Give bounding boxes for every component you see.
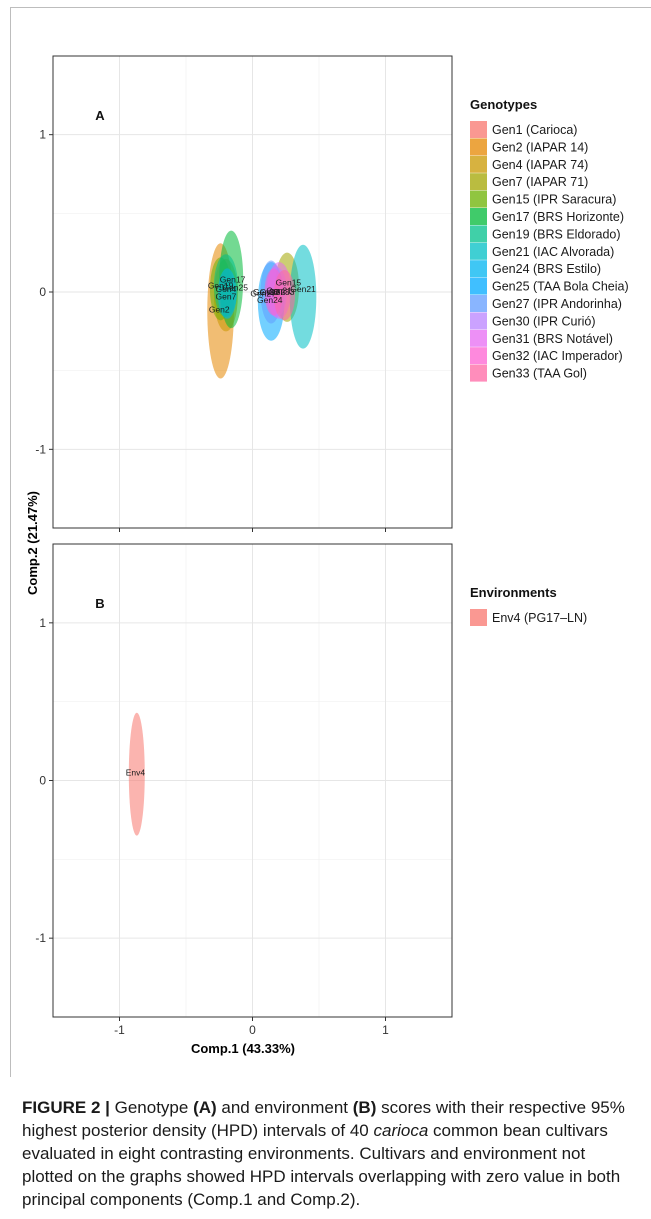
hpd-ellipse xyxy=(128,712,145,836)
legend-label: Gen4 (IAPAR 74) xyxy=(492,158,588,172)
legend-label: Gen24 (BRS Estilo) xyxy=(492,262,601,276)
panel-border xyxy=(52,55,453,529)
legend-title: Genotypes xyxy=(470,97,537,112)
y-tick-label: 1 xyxy=(39,128,46,142)
point-label: Env4 xyxy=(126,768,146,778)
legend-swatch xyxy=(470,347,487,365)
figure-frame-left xyxy=(10,7,11,1077)
y-tick-label: -1 xyxy=(35,931,46,945)
panel-a: -101Gen17Gen19Gen4Gen25Gen7Gen2Gen15Gen2… xyxy=(35,55,629,532)
point-label: Gen27 xyxy=(250,289,276,299)
x-tick-label: 1 xyxy=(382,1023,389,1037)
point-label: Gen21 xyxy=(290,284,316,294)
point-label: Gen25 xyxy=(222,282,248,292)
legend-swatch xyxy=(470,609,487,626)
point-label: Gen19 xyxy=(208,281,234,291)
legend-swatch xyxy=(470,190,487,208)
legend-swatch xyxy=(470,225,487,243)
caption-text-2: and environment xyxy=(216,1098,353,1117)
hpd-ellipse xyxy=(273,269,296,321)
hpd-ellipse xyxy=(217,268,237,319)
legend-label: Gen21 (IAC Alvorada) xyxy=(492,245,614,259)
legend-swatch xyxy=(470,260,487,278)
legend-swatch xyxy=(470,173,487,191)
legend-swatch xyxy=(470,364,487,382)
y-tick-label: 1 xyxy=(39,616,46,630)
legend-label: Gen33 (TAA Gol) xyxy=(492,367,587,381)
legend-swatch xyxy=(470,138,487,156)
legend-label: Gen31 (BRS Notável) xyxy=(492,332,613,346)
figure-frame-top xyxy=(10,7,651,8)
legend-swatch xyxy=(470,295,487,312)
panel-border xyxy=(52,543,453,1018)
point-label: Gen2 xyxy=(209,304,230,314)
y-axis-label: Comp.2 (21.47%) xyxy=(25,491,40,595)
x-tick-label: -1 xyxy=(114,1023,125,1037)
x-tick-label: 0 xyxy=(249,1023,256,1037)
legend-swatch xyxy=(470,242,487,260)
legend-swatch xyxy=(470,329,487,347)
legend-label: Gen17 (BRS Horizonte) xyxy=(492,210,624,224)
point-label: Gen7 xyxy=(216,292,237,302)
point-label: Gen17 xyxy=(220,274,246,284)
point-label: Gen30 xyxy=(253,287,279,297)
point-label: Gen31 xyxy=(266,285,292,295)
caption-prefix: FIGURE 2 | xyxy=(22,1098,110,1117)
legend-label: Gen25 (TAA Bola Cheia) xyxy=(492,280,629,294)
caption-italic: carioca xyxy=(373,1121,429,1140)
caption-text-3: scores with their respective 95% highest… xyxy=(22,1098,625,1140)
legend-label: Gen32 (IAC Imperador) xyxy=(492,349,623,363)
figure-chart: -101Gen17Gen19Gen4Gen25Gen7Gen2Gen15Gen2… xyxy=(25,55,629,1056)
legend-label: Gen30 (IPR Curió) xyxy=(492,314,596,328)
panel-label: A xyxy=(95,108,105,123)
point-label: Gen24 xyxy=(257,295,283,305)
legend-label: Gen7 (IAPAR 71) xyxy=(492,175,588,189)
legend-swatch xyxy=(470,312,487,330)
legend-swatch xyxy=(470,155,487,173)
caption-text-1: Genotype xyxy=(109,1098,194,1117)
point-label: Gen32 xyxy=(260,287,286,297)
y-tick-label: 0 xyxy=(39,285,46,299)
legend-title: Environments xyxy=(470,585,557,600)
point-label: Gen33 xyxy=(269,287,295,297)
legend-label: Gen15 (IPR Saracura) xyxy=(492,193,616,207)
legend-swatch xyxy=(470,121,487,138)
caption-text-4: common bean cultivars evaluated in eight… xyxy=(22,1121,621,1209)
panel-label: B xyxy=(95,596,104,611)
legend-label: Gen19 (BRS Eldorado) xyxy=(492,227,621,241)
legend-label: Gen27 (IPR Andorinha) xyxy=(492,297,622,311)
y-tick-label: 0 xyxy=(39,774,46,788)
hpd-ellipse xyxy=(289,244,317,349)
legend-label: Gen1 (Carioca) xyxy=(492,123,577,137)
legend-swatch xyxy=(470,277,487,295)
caption-panel-b: (B) xyxy=(352,1098,377,1117)
point-label: Gen15 xyxy=(276,278,302,288)
y-tick-label: -1 xyxy=(35,442,46,456)
figure-caption: FIGURE 2 | Genotype (A) and environment … xyxy=(22,1096,632,1211)
panel-b: -1 0 1 -1 0 1 Env4 B Environments Env4 (PG17–LN) xyxy=(35,543,587,1037)
legend-label: Gen2 (IAPAR 14) xyxy=(492,140,588,154)
legend-label: Env4 (PG17–LN) xyxy=(492,611,587,625)
point-label: Gen4 xyxy=(216,284,237,294)
legend-swatch xyxy=(470,208,487,225)
caption-panel-a: (A) xyxy=(193,1098,217,1117)
x-axis-label: Comp.1 (43.33%) xyxy=(191,1041,295,1056)
